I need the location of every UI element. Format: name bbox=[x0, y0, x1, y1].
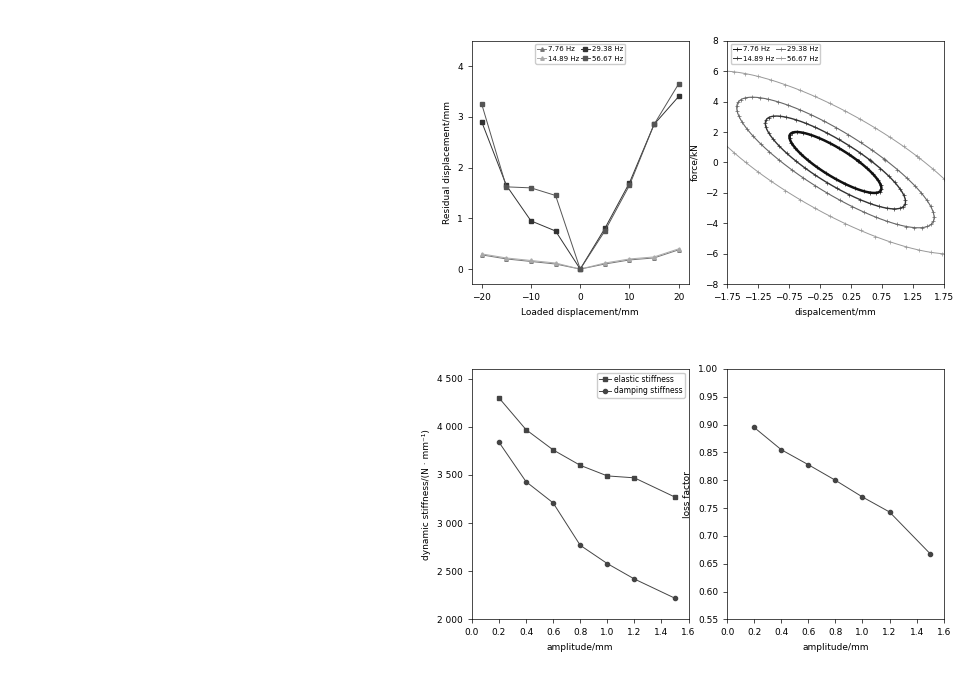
elastic stiffness bbox=[493, 394, 505, 402]
damping stiffness bbox=[493, 438, 505, 446]
7.76 Hz bbox=[574, 265, 586, 273]
damping stiffness bbox=[520, 478, 532, 486]
14.89 Hz bbox=[624, 255, 636, 263]
56.67 Hz bbox=[648, 121, 660, 129]
X-axis label: amplitude/mm: amplitude/mm bbox=[547, 643, 613, 652]
X-axis label: dispalcement/mm: dispalcement/mm bbox=[794, 308, 876, 317]
56.67 Hz bbox=[599, 227, 611, 235]
7.76 Hz bbox=[476, 251, 487, 259]
Legend: 7.76 Hz, 14.89 Hz, 29.38 Hz, 56.67 Hz: 7.76 Hz, 14.89 Hz, 29.38 Hz, 56.67 Hz bbox=[731, 44, 820, 64]
7.76 Hz bbox=[525, 257, 536, 265]
29.38 Hz bbox=[550, 227, 561, 235]
Line: 14.89 Hz: 14.89 Hz bbox=[480, 247, 681, 271]
Legend: 7.76 Hz, 14.89 Hz, 29.38 Hz, 56.67 Hz: 7.76 Hz, 14.89 Hz, 29.38 Hz, 56.67 Hz bbox=[535, 44, 625, 64]
7.76 Hz bbox=[599, 260, 611, 268]
14.89 Hz bbox=[648, 253, 660, 261]
14.89 Hz bbox=[599, 259, 611, 267]
7.76 Hz bbox=[501, 255, 512, 263]
elastic stiffness bbox=[629, 474, 640, 482]
56.67 Hz bbox=[476, 100, 487, 108]
Line: 56.67 Hz: 56.67 Hz bbox=[480, 82, 681, 271]
29.38 Hz bbox=[624, 179, 636, 187]
56.67 Hz bbox=[624, 181, 636, 190]
Y-axis label: dynamic stiffness/(N · mm⁻¹): dynamic stiffness/(N · mm⁻¹) bbox=[423, 429, 431, 560]
56.67 Hz bbox=[525, 183, 536, 192]
Line: elastic stiffness: elastic stiffness bbox=[497, 396, 677, 499]
56.67 Hz bbox=[550, 192, 561, 200]
14.89 Hz bbox=[673, 244, 685, 253]
Y-axis label: loss factor: loss factor bbox=[684, 471, 692, 518]
X-axis label: Loaded displacement/mm: Loaded displacement/mm bbox=[521, 308, 639, 317]
elastic stiffness bbox=[574, 461, 586, 469]
56.67 Hz bbox=[574, 265, 586, 273]
56.67 Hz bbox=[501, 183, 512, 191]
14.89 Hz bbox=[476, 250, 487, 258]
14.89 Hz bbox=[574, 265, 586, 273]
7.76 Hz bbox=[673, 246, 685, 254]
29.38 Hz bbox=[648, 121, 660, 129]
7.76 Hz bbox=[648, 254, 660, 262]
elastic stiffness bbox=[602, 472, 613, 480]
X-axis label: amplitude/mm: amplitude/mm bbox=[802, 643, 869, 652]
7.76 Hz bbox=[624, 256, 636, 264]
elastic stiffness bbox=[520, 426, 532, 434]
7.76 Hz bbox=[550, 260, 561, 268]
14.89 Hz bbox=[525, 257, 536, 265]
Line: 29.38 Hz: 29.38 Hz bbox=[480, 95, 681, 271]
damping stiffness bbox=[547, 499, 559, 507]
29.38 Hz bbox=[525, 217, 536, 225]
14.89 Hz bbox=[550, 259, 561, 267]
56.67 Hz bbox=[673, 80, 685, 88]
Line: damping stiffness: damping stiffness bbox=[497, 440, 677, 600]
damping stiffness bbox=[574, 541, 586, 549]
29.38 Hz bbox=[476, 118, 487, 126]
elastic stiffness bbox=[669, 493, 681, 501]
damping stiffness bbox=[602, 559, 613, 567]
29.38 Hz bbox=[501, 181, 512, 190]
elastic stiffness bbox=[547, 446, 559, 454]
damping stiffness bbox=[669, 594, 681, 603]
Y-axis label: force/kN: force/kN bbox=[690, 144, 699, 181]
14.89 Hz bbox=[501, 254, 512, 262]
29.38 Hz bbox=[574, 265, 586, 273]
Y-axis label: Residual displacement/mm: Residual displacement/mm bbox=[443, 101, 452, 224]
Legend: elastic stiffness, damping stiffness: elastic stiffness, damping stiffness bbox=[597, 373, 685, 397]
damping stiffness bbox=[629, 575, 640, 583]
29.38 Hz bbox=[673, 92, 685, 100]
Line: 7.76 Hz: 7.76 Hz bbox=[480, 248, 681, 271]
29.38 Hz bbox=[599, 225, 611, 233]
